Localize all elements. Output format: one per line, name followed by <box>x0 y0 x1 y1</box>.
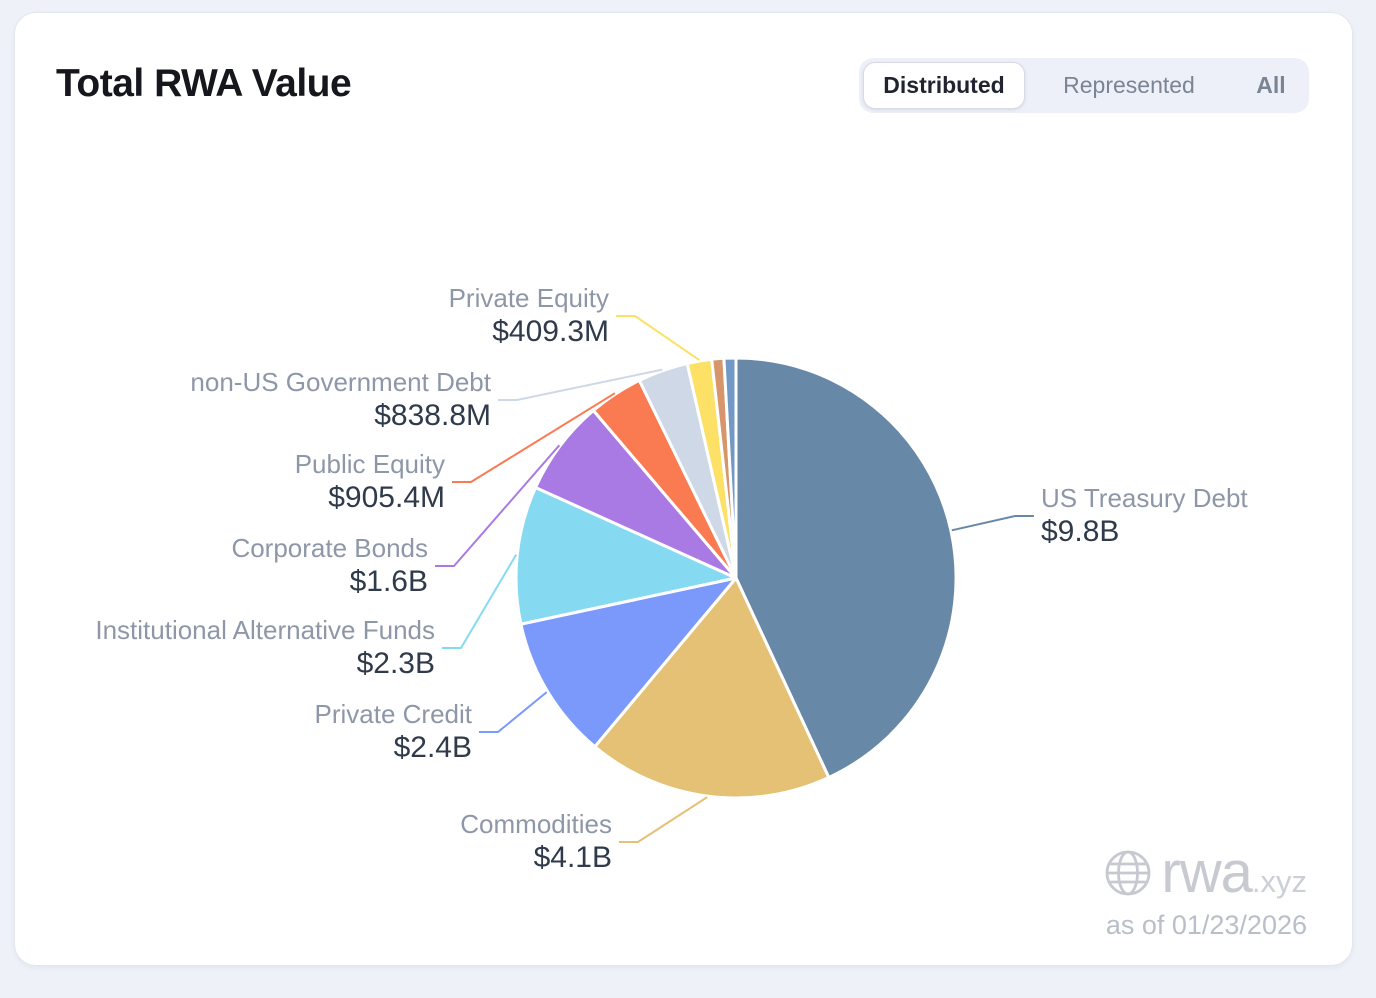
leader-line-private-credit <box>479 691 548 733</box>
pie-slice-private-credit[interactable] <box>519 576 738 749</box>
leader-line-institutional-alternative-funds <box>442 554 518 649</box>
rwa-xyz-watermark: rwa .xyz as of 01/23/2026 <box>1103 844 1307 941</box>
total-rwa-pie-chart <box>435 315 1034 843</box>
globe-icon <box>1106 850 1151 896</box>
total-rwa-value-card: Total RWA Value Distributed Represented … <box>14 12 1353 966</box>
pie-slice-institutional-alternative-funds[interactable] <box>514 486 738 626</box>
page-title: Total RWA Value <box>56 62 352 105</box>
brand-suffix: .xyz <box>1251 864 1307 899</box>
leader-line-corporate-bonds <box>435 444 561 567</box>
leader-line-public-equity <box>452 392 616 483</box>
pie-slice-unlabeled-small-slice-2[interactable] <box>722 356 738 580</box>
leader-line-private-equity <box>616 315 700 361</box>
tab-all[interactable]: All <box>1233 62 1309 109</box>
tab-distributed[interactable]: Distributed <box>863 62 1025 109</box>
view-toggle-group: Distributed Represented All <box>859 58 1309 113</box>
tab-represented[interactable]: Represented <box>1025 62 1233 109</box>
leader-line-commodities <box>619 796 708 843</box>
as-of-date: as of 01/23/2026 <box>1105 910 1307 940</box>
leader-line-us-treasury-debt <box>951 515 1034 532</box>
leader-line-non-us-government-debt <box>498 368 663 401</box>
pie-slice-us-treasury-debt[interactable] <box>734 356 958 779</box>
brand-row: rwa .xyz <box>1103 844 1307 902</box>
pie-slice-commodities[interactable] <box>593 576 831 800</box>
brand-text: rwa <box>1161 840 1252 905</box>
